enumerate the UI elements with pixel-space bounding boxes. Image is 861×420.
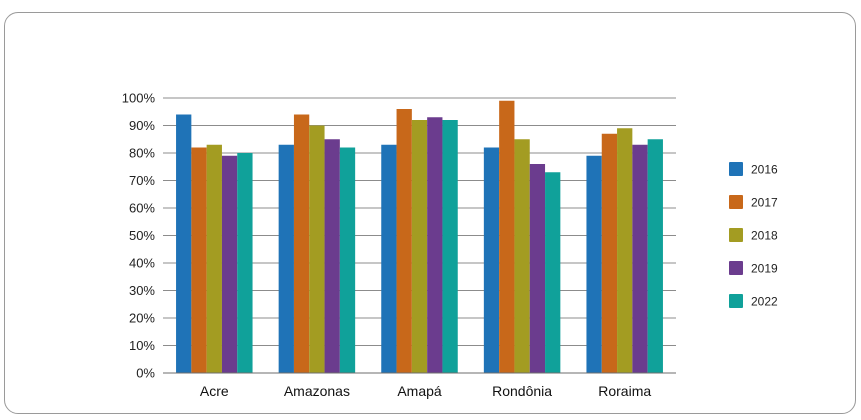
legend-label: 2019 [751,262,778,276]
y-tick-label: 70% [129,173,155,188]
bar-2018-Roraima [617,128,633,373]
bar-2022-Amazonas [339,147,356,373]
legend: 2016 2017 2018 2019 2022 [729,162,778,309]
bar-2018-Acre [206,144,222,373]
bar-2016-Acre [176,114,192,373]
bar-2019-Amapá [427,117,443,373]
bar-2016-Roraima [586,155,602,373]
bar-2018-Rondônia [514,139,530,373]
bar-2018-Amazonas [309,125,325,373]
legend-swatch [729,195,743,209]
bar-2022-Acre [237,153,253,373]
bar-2017-Rondônia [499,100,515,373]
bar-2022-Amapá [442,120,458,373]
bar-2017-Roraima [601,133,618,373]
x-tick-label: Roraima [598,383,651,399]
bar-2022-Rondônia [545,172,561,373]
y-tick-label: 60% [129,201,155,216]
y-tick-label: 90% [129,118,155,133]
y-tick-label: 40% [129,256,155,271]
bars [176,100,663,373]
legend-swatch [729,261,743,275]
y-tick-label: 80% [129,146,155,161]
x-tick-label: Rondônia [492,383,552,399]
x-tick-label: Amazonas [284,383,350,399]
x-tick-label: Acre [200,383,229,399]
bar-2022-Roraima [647,139,663,373]
y-tick-label: 20% [129,311,155,326]
y-tick-label: 30% [129,283,155,298]
legend-swatch [729,162,743,176]
bar-2017-Amapá [396,109,412,373]
legend-label: 2018 [751,229,778,243]
bar-2017-Acre [191,147,207,373]
y-tick-label: 10% [129,338,155,353]
y-tick-label: 50% [129,228,155,243]
x-axis: Acre Amazonas Amapá Rondônia Roraima [163,372,676,399]
bar-2016-Rondônia [483,147,500,373]
legend-label: 2022 [751,295,778,309]
legend-label: 2016 [751,163,778,177]
y-tick-label: 100% [122,91,156,106]
bar-2018-Amapá [411,120,428,373]
bar-2019-Roraima [632,144,648,373]
legend-swatch [729,228,743,242]
legend-swatch [729,294,743,308]
bar-2017-Amazonas [293,114,310,373]
y-tick-label: 0% [136,366,155,381]
bar-2019-Amazonas [324,139,340,373]
bar-2019-Rondônia [529,164,546,373]
y-axis: 0% 10% 20% 30% 40% 50% 60% 70% 80% 90% 100% [122,91,156,381]
bar-2019-Acre [221,155,238,373]
x-tick-label: Amapá [397,383,442,399]
legend-label: 2017 [751,196,778,210]
bar-2016-Amapá [381,144,397,373]
bar-2016-Amazonas [278,144,294,373]
